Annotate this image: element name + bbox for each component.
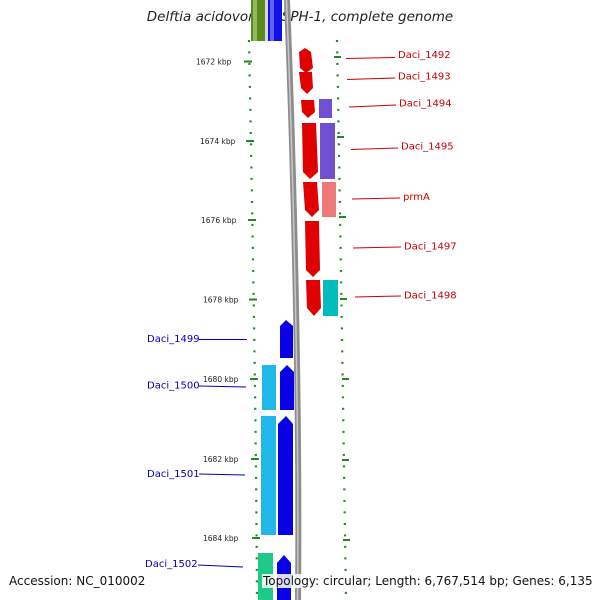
outer-dotted-ring	[335, 39, 348, 600]
top-partial-features	[251, 0, 282, 41]
feature-teal-1498[interactable]	[323, 280, 338, 316]
feature-salmon-prmA[interactable]	[322, 182, 336, 217]
forward-leader-lines	[345, 57, 402, 298]
tick-label-1672: 1672 kbp	[196, 58, 232, 67]
tick-label-1682: 1682 kbp	[203, 455, 239, 464]
feature-cyan-1501[interactable]	[261, 416, 276, 535]
feature-cyan-1500[interactable]	[262, 365, 276, 410]
label-daci-1502[interactable]: Daci_1502	[145, 559, 198, 570]
tick-label-1674: 1674 kbp	[200, 137, 236, 146]
tick-label-1684: 1684 kbp	[203, 534, 239, 543]
label-daci-1498[interactable]: Daci_1498	[404, 291, 457, 302]
gene-daci-1497[interactable]	[305, 221, 320, 277]
reverse-gene-track	[277, 320, 294, 600]
genome-backbone	[284, 0, 302, 600]
gene-daci-1499[interactable]	[280, 320, 293, 358]
outer-feature-track	[319, 99, 338, 316]
gene-prmA[interactable]	[303, 182, 319, 217]
label-daci-1492[interactable]: Daci_1492	[398, 50, 451, 61]
gene-daci-1493[interactable]	[299, 72, 313, 94]
tick-label-1676: 1676 kbp	[201, 216, 237, 225]
feature-purple-1495[interactable]	[320, 123, 335, 179]
label-daci-1495[interactable]: Daci_1495	[401, 142, 454, 153]
label-daci-1494[interactable]: Daci_1494	[399, 99, 452, 110]
gene-daci-1501[interactable]	[278, 416, 293, 535]
label-daci-1499[interactable]: Daci_1499	[147, 334, 200, 345]
label-daci-1501[interactable]: Daci_1501	[147, 469, 200, 480]
forward-gene-track	[299, 48, 321, 316]
reverse-leader-lines	[197, 339, 247, 568]
scale-ticks	[244, 56, 350, 541]
gene-daci-1495[interactable]	[302, 123, 318, 179]
label-daci-1493[interactable]: Daci_1493	[398, 72, 451, 83]
tick-label-1678: 1678 kbp	[203, 296, 239, 305]
feature-purple-1494[interactable]	[319, 99, 332, 118]
genome-summary-text: Topology: circular; Length: 6,767,514 bp…	[262, 574, 594, 588]
gene-daci-1494[interactable]	[301, 100, 315, 118]
label-daci-1500[interactable]: Daci_1500	[147, 381, 200, 392]
reverse-gene-labels: Daci_1499 Daci_1500 Daci_1501 Daci_1502	[145, 334, 200, 570]
tick-label-1680: 1680 kbp	[203, 375, 239, 384]
label-prmA[interactable]: prmA	[403, 192, 430, 203]
inner-feature-track	[258, 365, 276, 600]
map-title: Delftia acidovorans SPH-1, complete geno…	[146, 9, 454, 25]
accession-text: Accession: NC_010002	[9, 574, 146, 588]
gene-daci-1500[interactable]	[280, 365, 294, 410]
label-daci-1497[interactable]: Daci_1497	[404, 242, 457, 253]
forward-gene-labels: Daci_1492 Daci_1493 Daci_1494 Daci_1495 …	[398, 50, 457, 302]
scale-tick-labels: 1672 kbp 1674 kbp 1676 kbp 1678 kbp 1680…	[196, 58, 239, 544]
inner-dotted-ring	[247, 39, 259, 600]
gene-daci-1492[interactable]	[299, 48, 313, 73]
gene-daci-1498[interactable]	[306, 280, 321, 316]
